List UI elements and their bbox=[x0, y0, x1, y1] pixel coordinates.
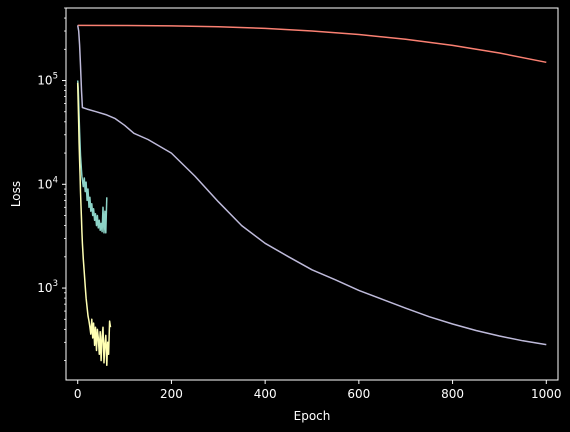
series-layer bbox=[76, 24, 547, 367]
y-tick-exponent: 4 bbox=[53, 175, 58, 185]
series-line-4 bbox=[76, 82, 112, 367]
y-axis-label: Loss bbox=[9, 181, 23, 207]
x-tick-label: 800 bbox=[441, 387, 464, 401]
y-tick-base: 10 bbox=[37, 177, 52, 191]
x-tick-label: 0 bbox=[74, 387, 82, 401]
y-tick-base: 10 bbox=[37, 74, 52, 88]
series-line-1 bbox=[77, 24, 547, 64]
x-tick-label: 200 bbox=[160, 387, 183, 401]
plot-area-frame bbox=[65, 7, 559, 381]
x-tick-label: 1000 bbox=[531, 387, 562, 401]
series-line-3 bbox=[76, 80, 108, 234]
y-tick-label: 103 bbox=[37, 279, 58, 295]
x-tick-label: 600 bbox=[347, 387, 370, 401]
x-axis-ticks: 0 200 400 600 800 1000 bbox=[74, 380, 562, 401]
y-tick-exponent: 5 bbox=[53, 72, 58, 82]
y-tick-label: 104 bbox=[37, 175, 58, 191]
y-tick-base: 10 bbox=[37, 281, 52, 295]
x-axis-label: Epoch bbox=[294, 409, 331, 423]
y-tick-exponent: 3 bbox=[53, 279, 58, 289]
y-tick-label: 105 bbox=[37, 72, 58, 88]
x-tick-label: 400 bbox=[254, 387, 277, 401]
series-line-2 bbox=[76, 25, 547, 346]
